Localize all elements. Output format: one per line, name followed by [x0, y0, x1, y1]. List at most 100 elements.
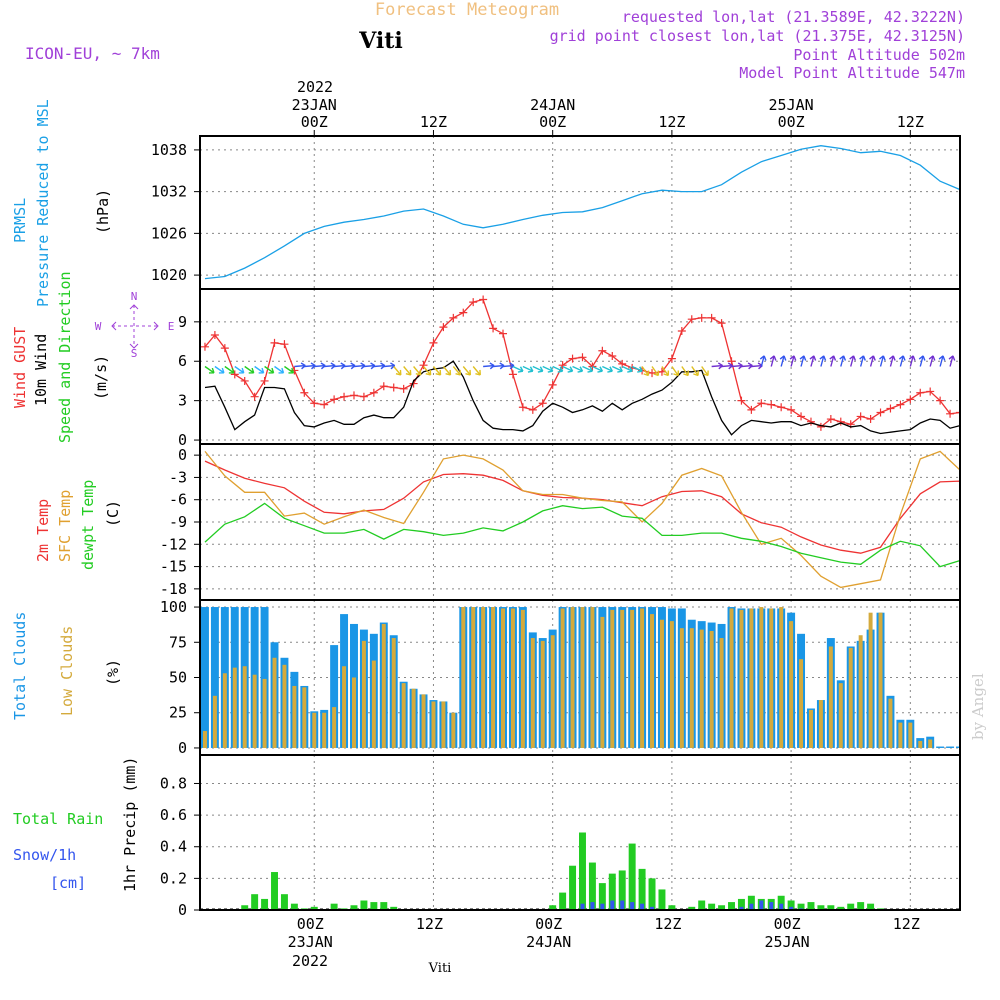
wind-direction-arrow: [819, 355, 827, 367]
bar-rain: [370, 902, 378, 910]
bar-low-clouds: [322, 712, 327, 748]
gust-point: [936, 396, 945, 405]
point-altitude: Point Altitude 502m: [793, 46, 965, 64]
bar-rain: [648, 878, 656, 910]
wind-arrow-shaft: [284, 365, 294, 374]
wind-direction-arrow: [888, 355, 896, 367]
bar-total-clouds: [966, 747, 974, 748]
rain-label: Total Rain: [13, 810, 103, 828]
gust-point: [260, 376, 269, 385]
bar-low-clouds: [222, 673, 227, 748]
gust-point: [220, 344, 229, 353]
bar-low-clouds: [312, 712, 317, 748]
bar-rain: [310, 906, 318, 910]
wind-direction-arrow: [711, 362, 724, 370]
wind-arrow-shaft: [472, 366, 481, 376]
wind-direction-arrow: [869, 355, 876, 367]
gust-point: [200, 342, 209, 351]
wind-direction-arrow: [472, 366, 481, 376]
bar-snow: [739, 906, 744, 910]
gust-point: [697, 313, 706, 322]
wind-arrow-shaft: [214, 365, 225, 374]
bar-rain: [747, 895, 755, 910]
wind-arrow-shaft: [810, 355, 815, 367]
gust-point: [876, 408, 885, 417]
bar-rain: [698, 900, 706, 910]
bar-low-clouds: [769, 608, 774, 748]
bar-snow: [580, 903, 585, 910]
bar-rain: [797, 903, 805, 910]
wind-ytick-label: 6: [178, 352, 187, 370]
bar-snow: [590, 902, 595, 910]
bar-low-clouds: [282, 664, 287, 748]
bar-rain: [549, 905, 557, 910]
wind-arrow-shaft: [631, 365, 643, 372]
wind-arrow-shaft: [532, 365, 544, 372]
bar-low-clouds: [332, 707, 337, 748]
gust-point: [459, 308, 468, 317]
temperature-panel: 0 -3 -6 -9 -12 -15 -18: [160, 443, 961, 601]
wind-arrow-head: [577, 366, 584, 373]
gust-point: [578, 353, 587, 362]
gust-point: [717, 319, 726, 328]
wind-arrow-shaft: [949, 355, 954, 367]
wind-arrow-head: [617, 366, 623, 373]
wind-direction-arrow: [829, 355, 837, 367]
pressure-ytick-label: 1020: [151, 266, 187, 284]
wind-arrow-head: [435, 369, 442, 376]
wind-direction-arrow: [938, 355, 946, 367]
bar-low-clouds: [242, 666, 247, 748]
bar-low-clouds: [262, 678, 267, 748]
bar-low-clouds: [888, 698, 893, 748]
gust-point: [230, 370, 239, 379]
bar-low-clouds: [352, 677, 356, 748]
wind-arrow-head: [849, 355, 857, 361]
wind-arrow-head: [663, 370, 670, 377]
bar-snow: [630, 902, 635, 910]
wind-arrow-head: [653, 370, 660, 377]
wind-arrow-shaft: [304, 364, 316, 368]
bar-rain: [261, 898, 269, 910]
wind-direction-arrow: [493, 362, 505, 370]
wind-direction-arrow: [304, 362, 316, 370]
bar-low-clouds: [828, 646, 833, 748]
wind-arrow-shaft: [363, 364, 375, 368]
wind-arrow-head: [567, 366, 574, 373]
wind-arrow-shaft: [343, 364, 356, 368]
bar-low-clouds: [699, 629, 704, 748]
bar-rain: [817, 905, 825, 910]
gust-point: [419, 361, 428, 370]
gust-point: [797, 412, 806, 421]
gust-point: [667, 354, 676, 363]
gust-point: [310, 399, 319, 408]
precip-plot: [200, 832, 960, 910]
gust-point: [608, 351, 617, 360]
wind-arrow-shaft: [413, 366, 422, 376]
wind-arrow-head: [779, 355, 787, 361]
clouds-ytick-label: 50: [169, 669, 187, 687]
wind-arrow-shaft: [432, 366, 442, 376]
wind-direction-arrow: [779, 355, 787, 367]
wind-direction-arrow: [383, 362, 396, 370]
bar-snow: [650, 906, 655, 910]
pressure-ytick-label: 1026: [151, 224, 187, 242]
chart-title: Forecast Meteogram: [375, 0, 559, 20]
precip-panel: 0 0.2 0.4 0.6 0.8: [160, 754, 961, 919]
bar-snow: [789, 906, 794, 910]
wind-arrow-shaft: [621, 365, 633, 372]
wind-direction-arrow: [363, 362, 376, 370]
wind-arrow-shaft: [790, 355, 795, 367]
bar-low-clouds: [590, 607, 595, 748]
gust-point: [349, 391, 358, 400]
wind-arrow-shaft: [641, 366, 649, 376]
wind-arrow-shaft: [751, 364, 763, 368]
wind-arrow-shaft: [383, 364, 395, 368]
bar-rain: [628, 843, 636, 910]
gust-point: [499, 329, 508, 338]
wind-arrow-head: [517, 366, 524, 373]
bar-total-clouds: [260, 607, 269, 748]
bottom-hour-label: 00Z: [535, 915, 562, 933]
wind-direction-arrow: [413, 366, 422, 376]
bar-low-clouds: [202, 731, 207, 748]
wind-direction-arrow: [789, 355, 797, 367]
